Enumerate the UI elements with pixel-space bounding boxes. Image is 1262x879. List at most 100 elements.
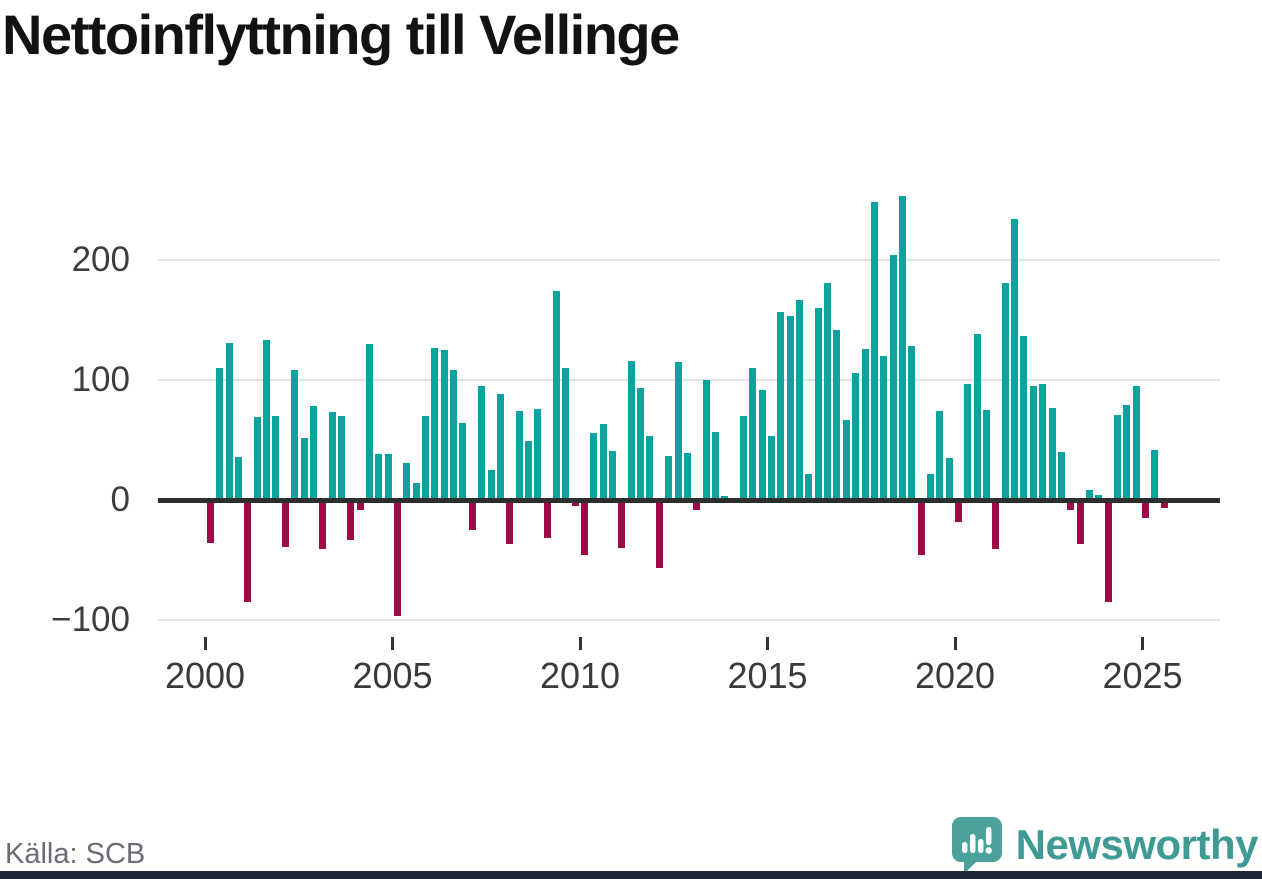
bar-positive	[843, 420, 850, 500]
bar-positive	[1086, 490, 1093, 500]
bar-positive	[974, 334, 981, 500]
bar-negative	[207, 500, 214, 543]
plot-area: 200 100 0 −100 2000 2005 2010 2015 2020 2025	[51, 196, 1220, 696]
bar-negative	[1067, 500, 1074, 510]
bar-positive	[759, 390, 766, 500]
bar-positive	[413, 483, 420, 500]
bar-positive	[385, 454, 392, 500]
bar-positive	[964, 384, 971, 500]
bar-positive	[516, 411, 523, 500]
bar-positive	[880, 356, 887, 500]
x-axis-tick	[203, 637, 207, 650]
y-axis-label: 100	[71, 360, 130, 399]
bar-negative	[244, 500, 251, 602]
bar-positive	[824, 283, 831, 500]
bar-positive	[1020, 336, 1027, 500]
newsworthy-bubble-icon	[950, 815, 1004, 875]
bar-negative	[581, 500, 588, 555]
bar-positive	[338, 416, 345, 500]
bar-positive	[628, 361, 635, 500]
bar-negative	[1105, 500, 1112, 602]
bar-positive	[637, 388, 644, 500]
bar-positive	[927, 474, 934, 500]
y-axis-label: 0	[110, 480, 130, 519]
bar-negative	[918, 500, 925, 555]
bar-positive	[590, 433, 597, 500]
bar-positive	[254, 417, 261, 500]
bar-positive	[403, 463, 410, 500]
x-axis-label: 2020	[914, 655, 996, 696]
bar-positive	[675, 362, 682, 500]
page-title: Nettoinflyttning till Vellinge	[2, 3, 680, 66]
bar-positive	[553, 291, 560, 500]
gridline	[158, 379, 1220, 381]
bar-positive	[908, 346, 915, 500]
bar-positive	[787, 316, 794, 500]
bar-positive	[1002, 283, 1009, 500]
bar-positive	[768, 436, 775, 500]
gridline	[158, 619, 1220, 621]
bar-positive	[310, 406, 317, 500]
bar-positive	[488, 470, 495, 500]
bar-positive	[646, 436, 653, 500]
brand-name: Newsworthy	[1015, 821, 1259, 868]
x-axis-tick	[1141, 637, 1144, 650]
bar-negative	[357, 500, 364, 510]
x-axis-tick	[953, 637, 957, 650]
bar-negative	[572, 500, 579, 506]
bar-positive	[796, 300, 803, 500]
bar-positive	[936, 411, 943, 500]
bar-positive	[497, 394, 504, 500]
bar-positive	[450, 370, 457, 500]
bar-positive	[431, 348, 438, 500]
bar-negative	[347, 500, 354, 540]
bar-positive	[777, 312, 784, 500]
bar-positive	[1123, 405, 1130, 500]
x-axis-label: 2025	[1102, 655, 1183, 696]
bar-positive	[1114, 415, 1121, 500]
bar-positive	[833, 330, 840, 500]
bar-positive	[422, 416, 429, 500]
bar-positive	[740, 416, 747, 500]
bar-positive	[226, 343, 233, 500]
x-axis-tick	[578, 637, 582, 650]
bar-negative	[319, 500, 326, 549]
bar-positive	[1049, 408, 1056, 500]
bar-positive	[366, 344, 373, 500]
bar-positive	[235, 457, 242, 500]
bar-positive	[375, 454, 382, 500]
bar-positive	[665, 456, 672, 500]
bar-negative	[656, 500, 663, 568]
bar-positive	[862, 349, 869, 500]
bar-positive	[852, 373, 859, 500]
x-axis-label: 2010	[539, 655, 621, 696]
bar-positive	[216, 368, 223, 500]
bar-negative	[1142, 500, 1149, 518]
gridline	[158, 259, 1220, 261]
bar-negative	[618, 500, 625, 548]
bar-negative	[1161, 500, 1168, 508]
bar-negative	[544, 500, 551, 538]
source-label: Källa: SCB	[5, 838, 146, 870]
bar-negative	[506, 500, 513, 544]
bar-negative	[693, 500, 700, 510]
bar-positive	[272, 416, 279, 500]
x-axis-label: 2005	[352, 655, 433, 696]
bar-positive	[871, 202, 878, 500]
y-axis-label: −100	[51, 600, 130, 639]
newsworthy-logo: Newsworthy	[950, 814, 1259, 876]
bar-positive	[1095, 495, 1102, 500]
bar-positive	[1039, 384, 1046, 500]
bar-positive	[609, 451, 616, 500]
zero-line	[158, 498, 1220, 503]
y-axis-label: 200	[71, 240, 130, 279]
x-axis-tick	[391, 637, 394, 650]
bar-positive	[946, 458, 953, 500]
bottom-strip	[0, 871, 1262, 879]
bar-negative	[282, 500, 289, 547]
bar-positive	[1030, 386, 1037, 500]
bar-positive	[1133, 386, 1140, 500]
bar-positive	[534, 409, 541, 500]
bar-negative	[955, 500, 962, 522]
